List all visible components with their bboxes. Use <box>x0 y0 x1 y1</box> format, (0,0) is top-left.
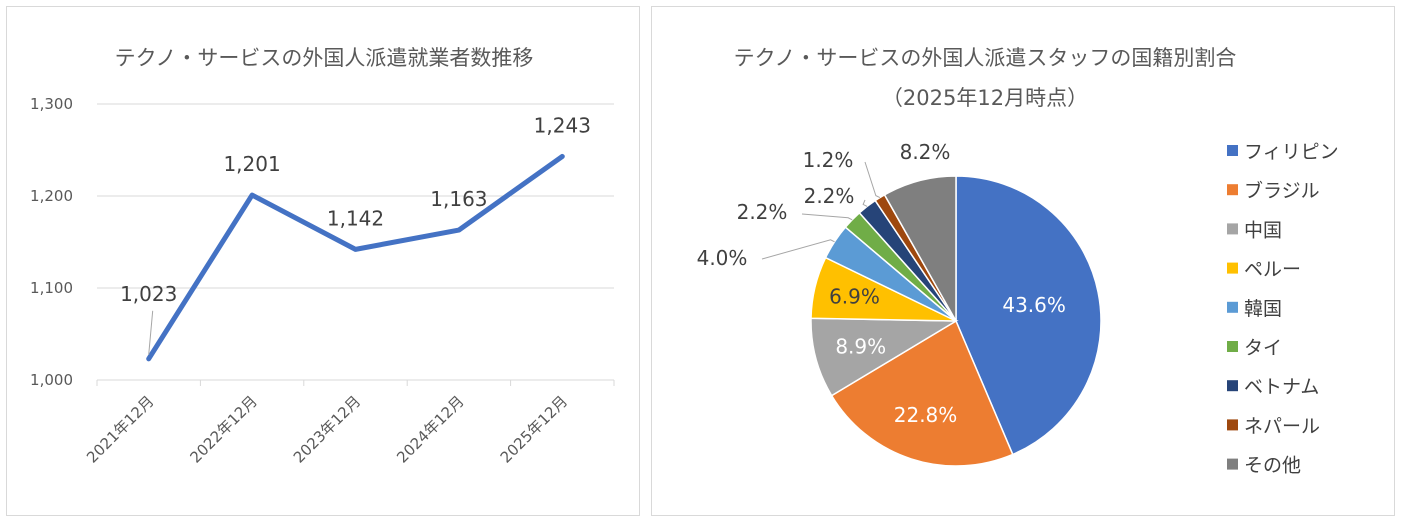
pie-data-label: 4.0% <box>697 246 748 270</box>
x-tick-label: 2024年12月 <box>393 392 467 466</box>
legend-label: ペルー <box>1244 259 1301 281</box>
pie-slice <box>883 175 957 324</box>
legend-label: 韓国 <box>1244 298 1282 320</box>
legend-swatch <box>1227 223 1238 235</box>
legend-label: タイ <box>1244 337 1282 359</box>
x-tick-label: 2021年12月 <box>83 392 157 466</box>
data-label: 1,201 <box>223 152 280 176</box>
pie-data-label: 8.9% <box>835 334 886 358</box>
pie-chart-subtitle: （2025年12月時点） <box>882 86 1088 110</box>
legend-swatch <box>1227 341 1238 352</box>
legend-label: ベトナム <box>1244 376 1319 398</box>
legend-swatch <box>1227 262 1238 274</box>
legend-swatch <box>1227 380 1238 392</box>
legend-label: その他 <box>1244 455 1301 477</box>
legend-swatch <box>1227 419 1238 431</box>
y-tick-label: 1,100 <box>30 279 73 297</box>
line-chart: テクノ・サービスの外国人派遣就業者数推移 1,000 1,100 1,200 1,30… <box>30 46 615 467</box>
line-chart-panel: テクノ・サービスの外国人派遣就業者数推移 1,000 1,100 1,200 1,30… <box>6 6 640 516</box>
line-chart-title: テクノ・サービスの外国人派遣就業者数推移 <box>115 46 534 70</box>
pie-leader-line <box>761 239 835 260</box>
pie-data-label: 2.2% <box>804 184 855 208</box>
pie-leader-line <box>801 213 853 221</box>
pie-chart-title: テクノ・サービスの外国人派遣スタッフの国籍別割合 <box>734 46 1237 70</box>
pie-chart-panel: テクノ・サービスの外国人派遣スタッフの国籍別割合 （2025年12月時点） 43… <box>651 6 1395 516</box>
legend-label: ブラジル <box>1244 179 1320 202</box>
pie-data-label: 22.8% <box>894 403 958 427</box>
pie-data-label: 2.2% <box>737 200 788 224</box>
data-label-leader <box>148 310 154 355</box>
pie-slice <box>955 175 1102 456</box>
legend-label: 中国 <box>1244 219 1282 241</box>
pie-data-label: 8.2% <box>900 140 951 164</box>
x-tick-label: 2023年12月 <box>290 392 364 466</box>
data-label: 1,243 <box>534 113 591 137</box>
legend-swatch <box>1227 458 1238 470</box>
pie-leader-line <box>862 199 868 207</box>
pie-slice <box>830 319 1014 467</box>
legend-swatch <box>1227 301 1238 313</box>
pie-data-label: 43.6% <box>1002 293 1066 317</box>
legend-label: ネパール <box>1244 415 1320 437</box>
data-label: 1,023 <box>120 282 177 306</box>
x-tick-label: 2022年12月 <box>186 392 260 466</box>
legend-label: フィリピン <box>1244 141 1339 163</box>
y-tick-label: 1,200 <box>30 187 73 205</box>
y-tick-label: 1,000 <box>30 371 73 389</box>
data-label: 1,163 <box>430 187 487 211</box>
y-tick-label: 1,300 <box>30 95 73 113</box>
pie-slice <box>810 317 959 397</box>
pie-chart: テクノ・サービスの外国人派遣スタッフの国籍別割合 （2025年12月時点） 43… <box>697 46 1339 477</box>
pie-leader-line <box>864 161 881 199</box>
pie-data-label: 6.9% <box>829 285 880 309</box>
pie-data-label: 1.2% <box>803 148 854 172</box>
x-tick-label: 2025年12月 <box>497 392 571 466</box>
legend-swatch <box>1227 184 1238 196</box>
data-label: 1,142 <box>327 206 384 230</box>
legend-swatch <box>1227 145 1238 156</box>
series-line <box>146 153 565 362</box>
